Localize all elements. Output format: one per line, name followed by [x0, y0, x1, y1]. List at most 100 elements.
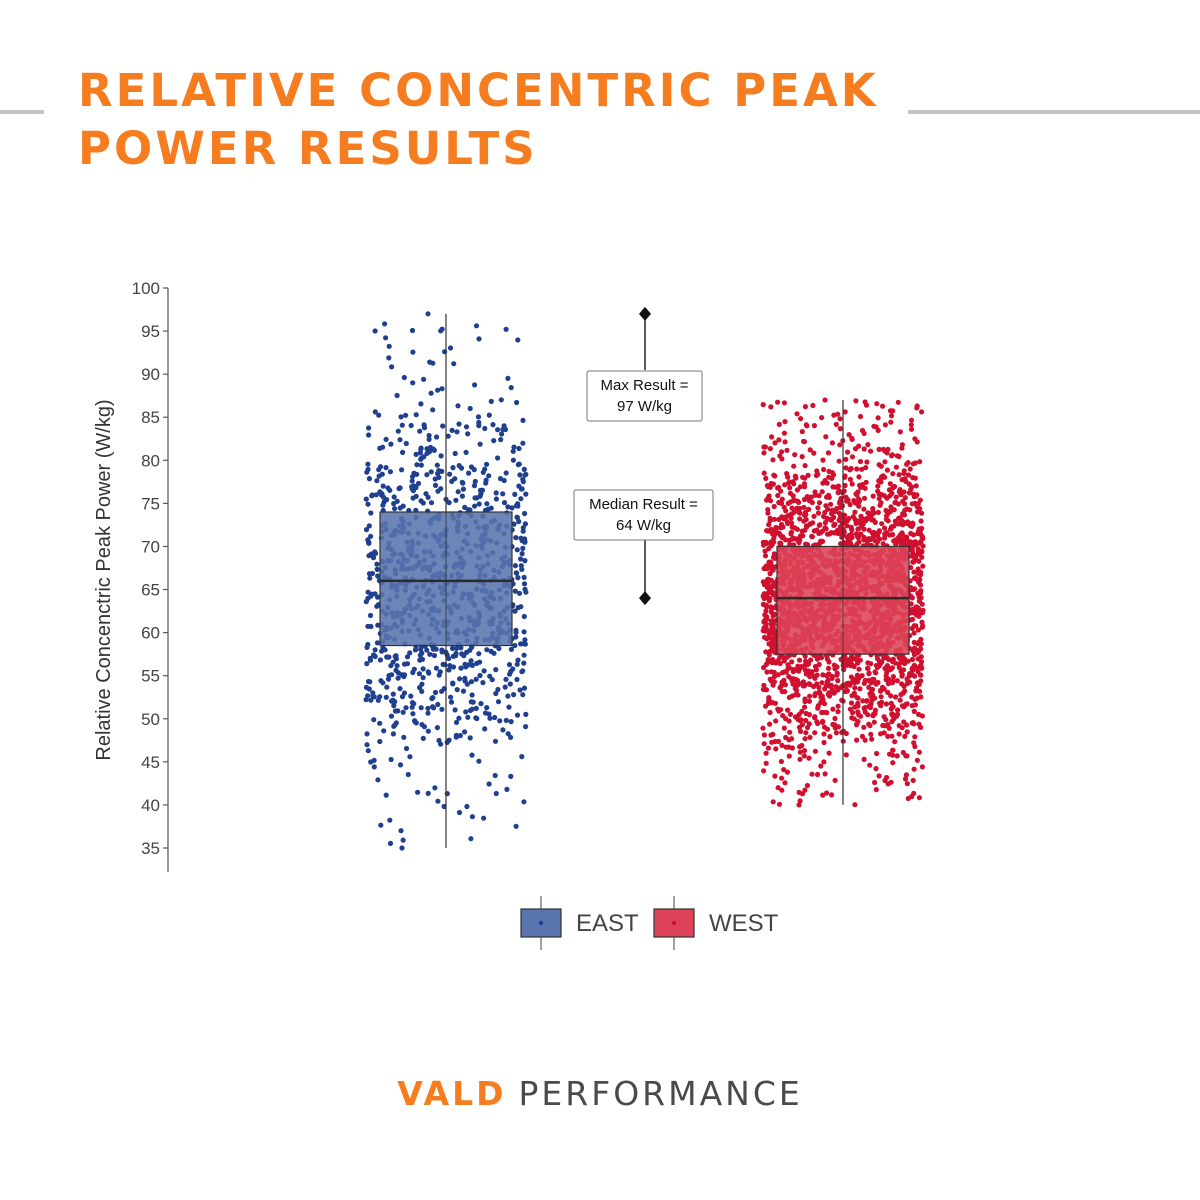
data-point: [873, 670, 879, 676]
data-point: [883, 701, 890, 707]
data-point: [887, 526, 894, 532]
data-point: [500, 426, 506, 432]
data-point: [912, 436, 918, 442]
data-point: [886, 656, 892, 663]
data-point: [876, 663, 882, 669]
data-point: [521, 466, 527, 472]
data-point: [848, 526, 855, 532]
data-point: [883, 676, 890, 682]
data-point: [400, 503, 406, 509]
data-point: [831, 522, 837, 529]
data-point: [424, 472, 430, 478]
data-point: [916, 570, 923, 576]
data-point: [835, 703, 841, 709]
data-point: [832, 509, 838, 515]
callout-max-frame: [586, 370, 703, 422]
data-point: [878, 500, 884, 506]
data-point: [901, 512, 908, 518]
data-point: [465, 431, 471, 437]
data-point: [392, 699, 398, 705]
data-point: [386, 355, 392, 361]
data-point: [875, 483, 881, 489]
data-point: [905, 519, 911, 525]
data-point: [434, 462, 440, 468]
data-point: [764, 669, 770, 675]
data-point: [894, 678, 900, 684]
data-point: [783, 508, 789, 514]
data-point: [914, 757, 921, 763]
data-point: [765, 700, 772, 707]
data-point: [407, 650, 413, 656]
data-point: [882, 448, 888, 454]
data-point: [864, 665, 871, 672]
data-point: [410, 711, 416, 717]
data-point: [763, 579, 769, 585]
data-point: [824, 790, 830, 796]
data-point: [767, 709, 773, 716]
data-point: [885, 518, 891, 524]
data-point: [449, 645, 456, 652]
data-point: [902, 776, 909, 782]
data-point: [776, 437, 782, 443]
data-point: [827, 734, 833, 740]
data-point: [415, 789, 421, 795]
data-point: [768, 404, 774, 410]
data-point: [811, 423, 818, 429]
data-point: [841, 539, 847, 546]
data-point: [868, 680, 874, 686]
data-point: [909, 793, 915, 800]
data-point: [874, 750, 880, 757]
data-point: [915, 566, 921, 572]
data-point: [377, 445, 383, 451]
data-point: [409, 327, 416, 334]
data-point: [868, 448, 874, 454]
data-point: [426, 432, 432, 439]
data-point: [916, 609, 922, 616]
data-point: [875, 679, 881, 686]
data-point: [768, 577, 774, 583]
data-point: [908, 422, 914, 428]
data-point: [792, 685, 798, 692]
data-point: [864, 459, 870, 465]
data-point: [873, 787, 879, 793]
legend-item-west: WEST: [653, 896, 779, 950]
data-point: [816, 689, 822, 695]
data-point: [408, 693, 414, 699]
data-point: [876, 446, 882, 452]
data-point: [801, 753, 807, 759]
data-point: [760, 725, 766, 731]
data-point: [497, 718, 503, 724]
data-point: [783, 669, 789, 675]
data-point: [505, 375, 511, 381]
data-point: [888, 693, 894, 699]
data-point: [469, 814, 475, 820]
data-point: [450, 465, 456, 471]
data-point: [765, 745, 772, 751]
data-point: [370, 555, 377, 561]
data-point: [796, 509, 802, 515]
data-point: [457, 733, 463, 739]
data-point: [826, 474, 832, 480]
data-point: [521, 574, 527, 581]
data-point: [911, 630, 917, 636]
data-point: [809, 771, 815, 777]
data-point: [890, 760, 896, 766]
data-point: [769, 637, 775, 643]
data-point: [910, 475, 916, 481]
legend-label: WEST: [709, 910, 779, 937]
data-point: [917, 550, 923, 556]
data-point: [370, 690, 376, 696]
data-point: [492, 738, 499, 744]
data-point: [429, 695, 435, 702]
data-point: [766, 522, 772, 528]
data-point: [409, 474, 416, 480]
data-point: [763, 760, 769, 766]
data-point: [762, 553, 769, 559]
data-point: [789, 659, 795, 665]
data-point: [481, 668, 487, 674]
data-point: [837, 442, 843, 448]
page-title-line-1: RELATIVE CONCENTRIC PEAK: [78, 64, 879, 117]
data-point: [797, 505, 803, 512]
data-point: [904, 729, 910, 735]
data-point: [782, 537, 789, 543]
